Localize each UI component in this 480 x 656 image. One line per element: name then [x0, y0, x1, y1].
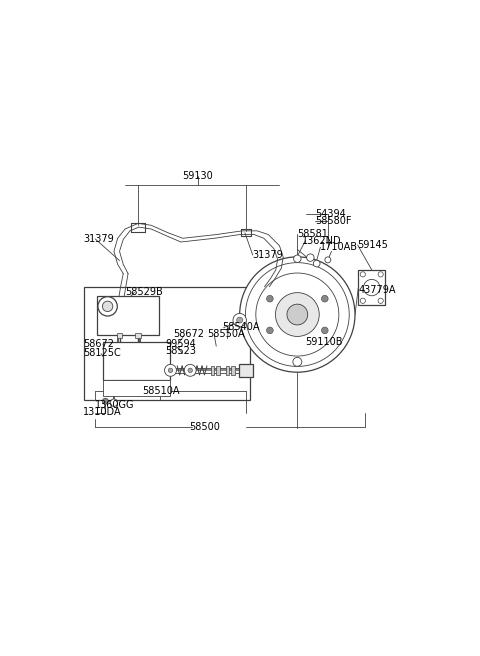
Circle shape [287, 304, 308, 325]
Bar [211, 365, 215, 375]
Circle shape [276, 293, 319, 337]
Bar [239, 363, 252, 377]
Circle shape [363, 279, 380, 296]
Circle shape [165, 364, 177, 377]
Bar [226, 365, 229, 375]
Text: 1360GG: 1360GG [96, 400, 135, 410]
Text: 1710AB: 1710AB [321, 242, 359, 252]
Bar [103, 380, 170, 396]
Bar [97, 296, 158, 335]
Text: 58672: 58672 [83, 339, 114, 349]
Text: 43779A: 43779A [359, 285, 396, 295]
Circle shape [360, 298, 365, 303]
Circle shape [233, 314, 246, 327]
Text: 58580F: 58580F [315, 216, 352, 226]
Text: 59145: 59145 [358, 240, 388, 250]
Circle shape [102, 398, 108, 404]
Text: 59110B: 59110B [305, 337, 343, 348]
Bar [359, 270, 385, 305]
Circle shape [322, 327, 328, 334]
Text: 58529B: 58529B [125, 287, 163, 297]
Text: 58510A: 58510A [142, 386, 180, 396]
Text: 58125C: 58125C [83, 348, 121, 358]
Text: 31379: 31379 [252, 250, 284, 260]
Circle shape [378, 272, 383, 277]
Text: 58581: 58581 [297, 229, 328, 239]
Text: 1362ND: 1362ND [302, 236, 341, 245]
Circle shape [168, 368, 173, 373]
Text: 58540A: 58540A [222, 322, 259, 332]
Circle shape [360, 272, 365, 277]
Circle shape [102, 301, 113, 312]
Bar [135, 333, 141, 338]
Bar [231, 365, 235, 375]
Circle shape [110, 399, 118, 407]
Circle shape [98, 297, 117, 316]
Text: 99594: 99594 [165, 339, 196, 349]
Circle shape [294, 255, 301, 262]
Text: 58550A: 58550A [208, 329, 245, 339]
Circle shape [256, 273, 339, 356]
Circle shape [266, 327, 273, 334]
Bar [84, 287, 250, 400]
Bar [117, 333, 122, 338]
Circle shape [378, 298, 383, 303]
Text: 58672: 58672 [173, 329, 204, 339]
Circle shape [325, 257, 331, 263]
Bar [103, 342, 170, 380]
Circle shape [240, 257, 355, 372]
Text: 54394: 54394 [315, 209, 346, 220]
Text: 1310DA: 1310DA [83, 407, 122, 417]
Text: 31379: 31379 [84, 234, 114, 244]
Bar [216, 365, 220, 375]
Circle shape [184, 364, 196, 377]
Circle shape [266, 295, 273, 302]
Circle shape [313, 260, 320, 267]
Circle shape [188, 368, 192, 373]
Circle shape [322, 295, 328, 302]
Circle shape [237, 317, 243, 323]
Text: 59130: 59130 [182, 171, 213, 181]
Text: 58500: 58500 [190, 422, 220, 432]
Circle shape [293, 358, 302, 366]
Text: 58523: 58523 [165, 346, 196, 356]
Circle shape [307, 254, 314, 261]
